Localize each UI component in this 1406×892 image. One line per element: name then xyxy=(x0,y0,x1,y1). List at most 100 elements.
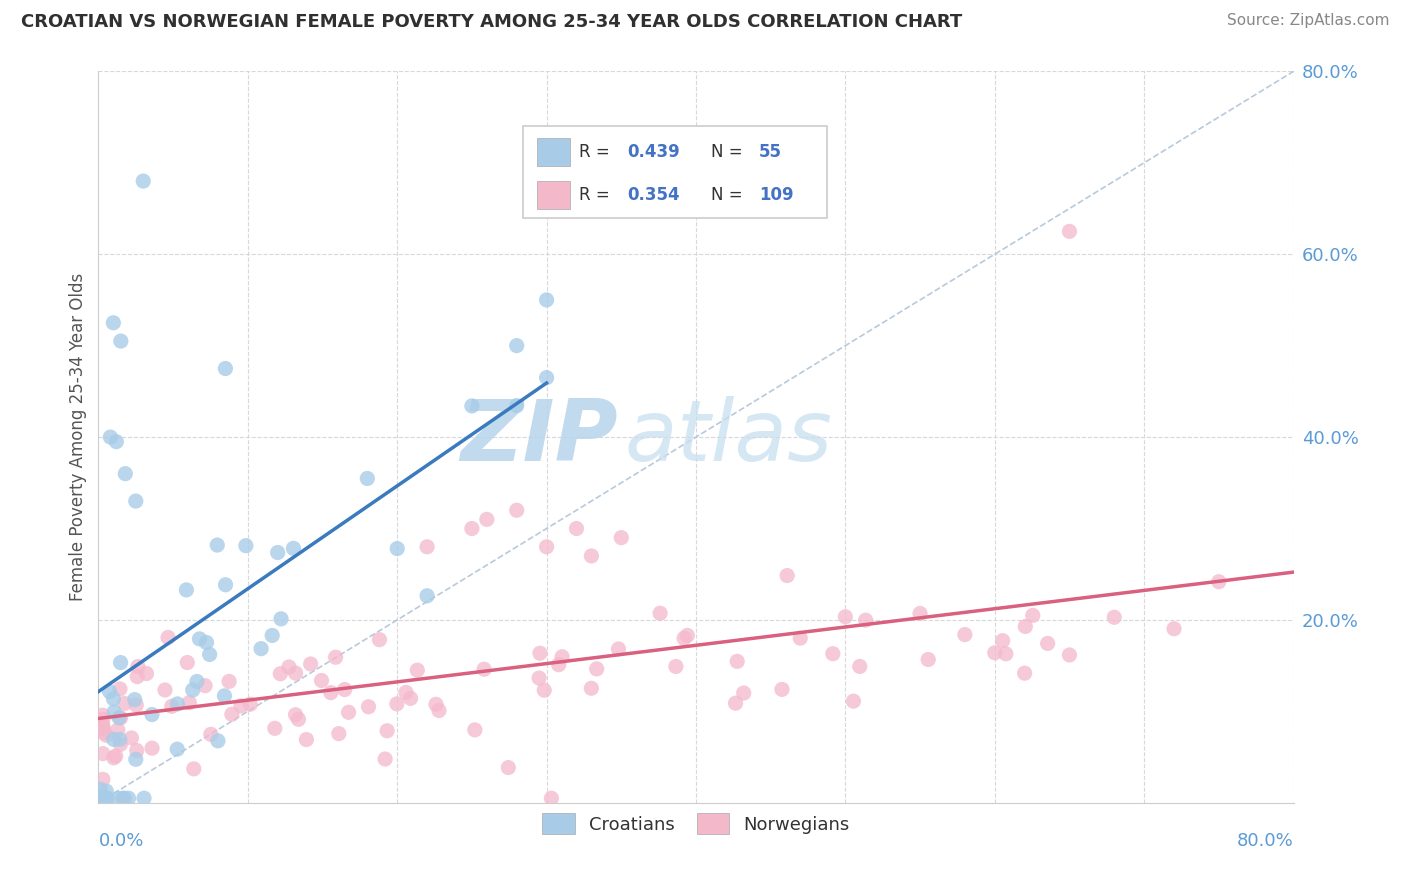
Point xyxy=(235,539,257,553)
FancyBboxPatch shape xyxy=(537,181,569,209)
Point xyxy=(725,654,748,668)
Point xyxy=(179,696,201,710)
Point xyxy=(565,521,588,535)
Point xyxy=(176,656,198,670)
Point xyxy=(416,540,439,554)
Point xyxy=(194,679,217,693)
Point xyxy=(855,613,877,627)
Point xyxy=(295,732,318,747)
Point xyxy=(337,706,360,720)
Point xyxy=(1014,619,1036,633)
Text: CROATIAN VS NORWEGIAN FEMALE POVERTY AMONG 25-34 YEAR OLDS CORRELATION CHART: CROATIAN VS NORWEGIAN FEMALE POVERTY AMO… xyxy=(21,13,962,31)
Point xyxy=(110,737,132,751)
Point xyxy=(110,334,132,348)
Point xyxy=(527,671,550,685)
Point xyxy=(96,728,118,742)
Point xyxy=(991,633,1014,648)
Point xyxy=(374,752,396,766)
Point xyxy=(385,541,409,556)
Point xyxy=(540,791,562,805)
Point xyxy=(91,791,114,805)
Point xyxy=(287,712,309,726)
Point xyxy=(406,663,429,677)
Point xyxy=(207,538,229,552)
Point xyxy=(648,606,671,620)
Point xyxy=(103,691,125,706)
Point xyxy=(1036,636,1059,650)
Point xyxy=(90,791,112,805)
Point xyxy=(98,684,121,698)
Point xyxy=(132,791,155,805)
Point xyxy=(842,694,865,708)
Point xyxy=(103,316,125,330)
Point xyxy=(427,704,450,718)
Point xyxy=(581,681,603,696)
Point xyxy=(472,662,495,676)
Y-axis label: Female Poverty Among 25-34 Year Olds: Female Poverty Among 25-34 Year Olds xyxy=(69,273,87,601)
Point xyxy=(498,760,520,774)
Point xyxy=(91,721,114,735)
Point xyxy=(356,471,378,485)
Point xyxy=(506,503,529,517)
Point xyxy=(214,361,236,376)
Point xyxy=(91,708,114,723)
Point xyxy=(107,791,129,805)
Text: 0.0%: 0.0% xyxy=(98,832,143,850)
Point xyxy=(399,691,422,706)
Point xyxy=(125,494,148,508)
Point xyxy=(183,762,205,776)
Point xyxy=(93,726,115,740)
Point xyxy=(607,642,630,657)
Point xyxy=(311,673,333,688)
Point xyxy=(917,652,939,666)
Text: N =: N = xyxy=(711,143,748,161)
Point xyxy=(214,689,236,703)
Point xyxy=(181,683,204,698)
Point xyxy=(821,647,844,661)
Point xyxy=(984,646,1007,660)
Point xyxy=(269,666,291,681)
Point xyxy=(284,707,307,722)
Point xyxy=(114,697,136,711)
Point xyxy=(98,430,122,444)
Point xyxy=(547,657,569,672)
Point xyxy=(770,682,793,697)
Point xyxy=(1059,648,1081,662)
Point xyxy=(908,607,931,621)
Point xyxy=(533,683,555,698)
Point xyxy=(270,612,292,626)
Point xyxy=(96,784,118,798)
Point xyxy=(166,742,188,756)
Point xyxy=(529,646,551,660)
Point xyxy=(188,632,211,646)
Point xyxy=(195,635,218,649)
Point xyxy=(89,782,111,797)
Point xyxy=(229,698,252,713)
FancyBboxPatch shape xyxy=(537,137,569,166)
Point xyxy=(103,705,125,719)
Point xyxy=(111,791,134,805)
Point xyxy=(105,434,128,449)
Point xyxy=(475,512,498,526)
Point xyxy=(200,727,222,741)
Point xyxy=(610,531,633,545)
Point xyxy=(121,731,143,745)
Text: Source: ZipAtlas.com: Source: ZipAtlas.com xyxy=(1226,13,1389,29)
Point xyxy=(284,666,307,681)
Point xyxy=(333,682,356,697)
Point xyxy=(135,666,157,681)
Point xyxy=(278,660,301,674)
Point xyxy=(207,734,229,748)
Point xyxy=(789,631,811,645)
Point xyxy=(124,692,146,706)
Point xyxy=(91,720,114,734)
Point xyxy=(110,656,132,670)
Point xyxy=(108,732,131,747)
Point xyxy=(395,685,418,699)
Text: 80.0%: 80.0% xyxy=(1237,832,1294,850)
Point xyxy=(536,293,558,307)
Point xyxy=(218,674,240,689)
Point xyxy=(103,751,125,765)
Point xyxy=(1104,610,1126,624)
Point xyxy=(110,711,132,725)
